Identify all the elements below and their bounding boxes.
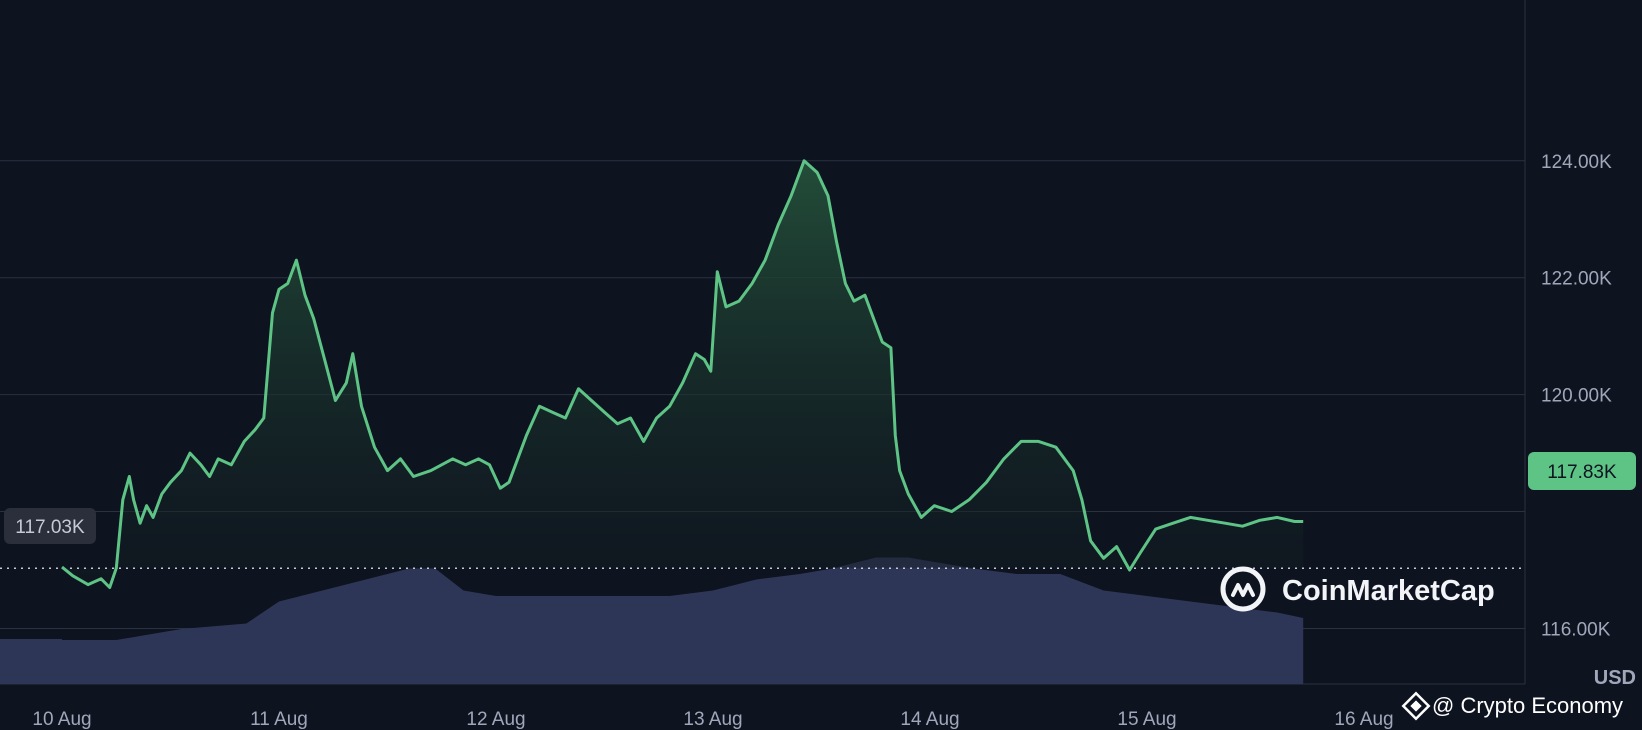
volume-layer: [0, 557, 1304, 684]
currency-unit-label: USD: [1594, 667, 1636, 689]
x-tick-label: 16 Aug: [1334, 709, 1393, 730]
start-price-badge: 117.03K: [4, 508, 96, 544]
binance-diamond-icon: [1401, 691, 1431, 721]
y-tick-label: 120.00K: [1541, 386, 1612, 407]
line-layer: [61, 159, 1304, 589]
x-tick-label: 15 Aug: [1117, 709, 1176, 730]
volume-area: [62, 557, 1304, 684]
coinmarketcap-logo-icon: [1220, 566, 1266, 612]
y-tick-label: 124.00K: [1541, 152, 1612, 173]
current-price-label: 117.83K: [1547, 462, 1617, 483]
volume-area: [0, 639, 62, 684]
x-tick-label: 11 Aug: [250, 709, 308, 730]
x-tick-label: 13 Aug: [683, 709, 742, 730]
area-layer: [0, 160, 1525, 588]
y-axis-tick-labels: 124.00K 122.00K 120.00K 116.00K: [1541, 152, 1612, 641]
x-tick-label: 12 Aug: [466, 709, 525, 730]
y-tick-label: 122.00K: [1541, 269, 1612, 290]
credit-text: @ Crypto Economy: [1432, 693, 1623, 718]
price-area-fill: [62, 160, 1304, 588]
current-price-badge: 117.83K: [1528, 452, 1636, 490]
x-tick-label: 14 Aug: [900, 709, 959, 730]
brand-name: CoinMarketCap: [1282, 575, 1495, 607]
start-price-label: 117.03K: [15, 517, 85, 538]
y-tick-label: 116.00K: [1541, 619, 1611, 640]
x-tick-label: 10 Aug: [32, 709, 91, 730]
coinmarketcap-watermark: CoinMarketCap: [1220, 566, 1495, 612]
x-axis-tick-labels: 10 Aug 11 Aug 12 Aug 13 Aug 14 Aug 15 Aug 16 A…: [32, 709, 1393, 730]
price-line-above-start: [61, 159, 1304, 589]
credit-watermark: @ Crypto Economy: [1401, 691, 1623, 721]
